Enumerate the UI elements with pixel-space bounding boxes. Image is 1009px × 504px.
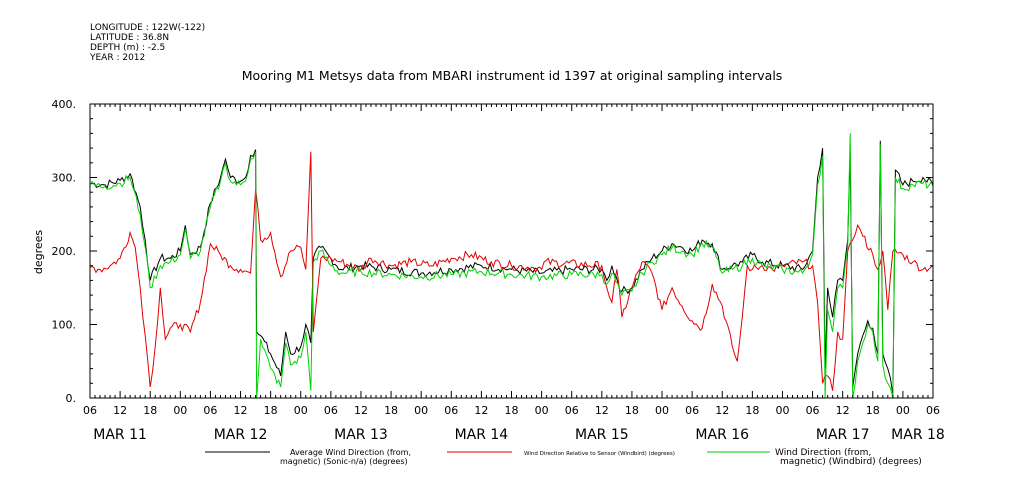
x-tick-label: 18 [866, 404, 880, 417]
x-tick-label: 00 [775, 404, 789, 417]
x-tick-label: 12 [354, 404, 368, 417]
x-tick-label: 18 [384, 404, 398, 417]
x-tick-label: 12 [474, 404, 488, 417]
x-date-label: MAR 12 [214, 427, 268, 443]
y-tick-label: 200. [52, 245, 77, 258]
x-date-label: MAR 13 [334, 427, 388, 443]
x-tick-label: 06 [203, 404, 217, 417]
legend-label-3: Wind Direction (from, [775, 448, 871, 458]
x-tick-label: 00 [655, 404, 669, 417]
x-tick-label: 06 [806, 404, 820, 417]
x-tick-label: 00 [535, 404, 549, 417]
y-tick-label: 400. [52, 98, 77, 111]
y-tick-label: 300. [52, 172, 77, 185]
x-date-label: MAR 15 [575, 427, 629, 443]
x-tick-label: 18 [143, 404, 157, 417]
y-tick-label: 100. [52, 319, 77, 332]
legend-label-1: Average Wind Direction (from, [290, 448, 411, 457]
y-axis-label: degrees [32, 230, 45, 275]
x-tick-label: 12 [595, 404, 609, 417]
x-tick-label: 06 [324, 404, 338, 417]
series-layer [89, 133, 934, 399]
meta-depth: DEPTH (m) : -2.5 [90, 43, 165, 53]
metadata-block: LONGITUDE : 122W(-122) LATITUDE : 36.8N … [89, 23, 205, 63]
x-tick-label: 00 [173, 404, 187, 417]
meta-year: YEAR : 2012 [89, 53, 145, 63]
plot-frame [89, 103, 934, 399]
x-tick-label: 12 [715, 404, 729, 417]
x-tick-label: 18 [625, 404, 639, 417]
x-tick-label: 06 [444, 404, 458, 417]
x-tick-label: 12 [836, 404, 850, 417]
x-date-label: MAR 16 [695, 427, 749, 443]
legend-label-3: magnetic) (Windbird) (degrees) [780, 457, 922, 467]
x-tick-label: 18 [505, 404, 519, 417]
x-tick-label: 00 [896, 404, 910, 417]
x-tick-label: 06 [565, 404, 579, 417]
series-line-3 [89, 133, 934, 399]
x-tick-label: 06 [83, 404, 97, 417]
x-tick-label: 06 [926, 404, 940, 417]
series-line-2 [89, 151, 934, 391]
x-date-label: MAR 14 [455, 427, 509, 443]
x-tick-label: 12 [113, 404, 127, 417]
chart-title: Mooring M1 Metsys data from MBARI instru… [242, 68, 783, 83]
legend: Average Wind Direction (from,magnetic) (… [205, 448, 922, 467]
x-tick-label: 00 [294, 404, 308, 417]
meta-longitude: LONGITUDE : 122W(-122) [90, 23, 205, 33]
x-date-label: MAR 17 [816, 427, 870, 443]
legend-label-2: Wind Direction Relative to Sensor (Windb… [524, 451, 675, 457]
x-tick-label: 06 [685, 404, 699, 417]
x-date-label: MAR 18 [891, 427, 945, 443]
x-tick-label: 18 [264, 404, 278, 417]
meta-latitude: LATITUDE : 36.8N [90, 33, 169, 43]
x-tick-label: 00 [414, 404, 428, 417]
x-tick-label: 18 [745, 404, 759, 417]
x-tick-label: 12 [234, 404, 248, 417]
y-tick-label: 0. [66, 392, 77, 405]
axes-layer: 06 12 18 00 06 12 18 00 06 12 18 00 06 12 18 00 06 12 18 00… [52, 98, 945, 443]
x-date-label: MAR 11 [93, 427, 147, 443]
legend-label-1: magnetic) (Sonic-n/a) (degrees) [280, 457, 408, 466]
